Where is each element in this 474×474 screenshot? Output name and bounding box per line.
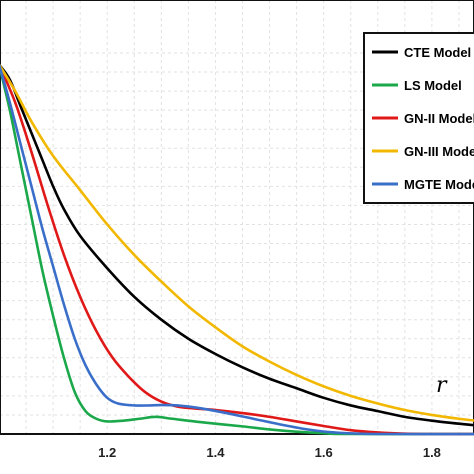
legend-label-cte-model: CTE Model [404,45,471,60]
grid-lines [0,0,474,435]
x-tick-label: 1.8 [423,445,441,460]
legend-label-ls-model: LS Model [404,78,462,93]
series-line-mgte-model [0,64,474,436]
legend: CTE Model LS Model GN-II Model GN-III Model… [363,32,474,204]
legend-label-gn-ii-model: GN-II Model [404,111,474,126]
series-line-ls-model [0,64,474,436]
x-tick-label: 1.6 [315,445,333,460]
x-axis-label: r [436,373,448,398]
series-line-cte-model [0,63,474,427]
legend-label-mgte-model: MGTE Model [404,177,474,192]
x-tick-label: 1.4 [206,445,225,460]
legend-label-gn-iii-model: GN-III Model [404,144,474,159]
plot-frame [0,0,474,435]
x-tick-label: 1.2 [98,445,116,460]
series-line-gn-iii-model [0,63,474,422]
x-tick-labels: 1.2 1.4 1.6 1.8 [98,445,441,460]
series-layer [0,63,474,436]
